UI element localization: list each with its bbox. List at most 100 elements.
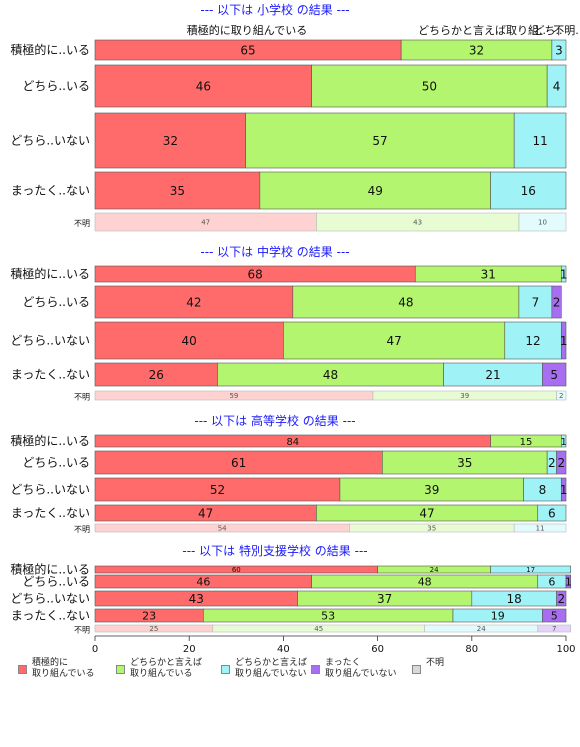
top-category-label: どち.. [534, 24, 563, 37]
row-label: どちら..いない [10, 134, 90, 148]
legend-swatch [221, 665, 230, 674]
bar-segment [245, 112, 515, 169]
data-label: 2 [548, 456, 556, 470]
data-label: 24 [430, 566, 439, 574]
legend-swatch [18, 665, 27, 674]
bar-segment [560, 265, 567, 283]
data-label: 15 [520, 437, 533, 448]
data-label: 32 [469, 44, 484, 58]
row-label: どちら..いない [10, 592, 90, 606]
data-label: 26 [149, 368, 164, 382]
data-label: 61 [231, 456, 246, 470]
data-label: 7 [532, 296, 540, 310]
bar-segment [560, 434, 567, 448]
row-label: どちら..いない [10, 483, 90, 497]
data-label: 84 [286, 437, 299, 448]
data-label: 37 [377, 592, 392, 606]
data-label: 46 [196, 576, 210, 589]
data-label: 48 [323, 368, 338, 382]
legend-swatch [311, 665, 320, 674]
data-label: 35 [457, 456, 472, 470]
data-label: 5 [551, 610, 558, 623]
data-label: 17 [526, 566, 535, 574]
row-label: どちら..いる [22, 456, 90, 470]
top-category-label: どちらかと言えば取り組.. [418, 24, 546, 37]
bar-segment [94, 112, 247, 169]
data-label: 43 [189, 592, 204, 606]
row-label: どちら..いない [10, 334, 90, 348]
row-label: 不明 [74, 393, 90, 402]
data-label: 31 [481, 268, 496, 282]
data-label: 39 [460, 392, 469, 400]
row-label: どちら..いる [22, 295, 90, 309]
data-label: 24 [477, 625, 486, 633]
bar-segment [490, 171, 567, 210]
data-label: 16 [521, 184, 536, 198]
data-label: 47 [198, 507, 213, 521]
legend-label: どちらかと言えば 取り組んでいない [235, 658, 308, 679]
panel-title: --- 以下は 小学校 の結果 --- [200, 2, 349, 17]
data-label: 2 [553, 296, 561, 310]
x-tick-label: 100 [556, 644, 575, 655]
data-label: 12 [525, 334, 540, 348]
panel-title: --- 以下は 中学校 の結果 --- [200, 244, 349, 259]
panel-title: --- 以下は 高等学校 の結果 --- [194, 413, 355, 428]
data-label: 42 [186, 296, 201, 310]
row-label: 不明 [74, 626, 90, 635]
row-label: 不明 [74, 525, 90, 534]
bar-segment [311, 64, 548, 108]
bar-segment [537, 624, 572, 633]
bar-segment [94, 64, 312, 108]
data-label: 47 [386, 334, 401, 348]
legend-label: 不明 [426, 658, 445, 668]
bar-segment [518, 212, 567, 232]
panel-title: --- 以下は 特別支援学校 の結果 --- [182, 543, 367, 558]
data-label: 47 [419, 507, 434, 521]
data-label: 2 [559, 392, 563, 400]
bar-segment [556, 450, 567, 475]
data-label: 5 [550, 368, 558, 382]
data-label: 50 [422, 80, 437, 94]
x-tick-label: 40 [277, 644, 290, 655]
data-label: 48 [398, 296, 413, 310]
data-label: 4 [553, 80, 561, 94]
bar-segment [94, 285, 294, 319]
data-label: 54 [218, 525, 227, 533]
bar-segment [560, 321, 567, 360]
row-label: まったく..ない [11, 609, 90, 623]
bar-segment [556, 590, 567, 607]
row-label: 不明 [74, 219, 90, 228]
bar-segment [513, 112, 567, 169]
row-label: 積極的に..いる [10, 562, 90, 577]
bar-segment [518, 285, 553, 319]
bar-segment [490, 565, 572, 574]
bar-segment [542, 608, 567, 623]
bar-segment [537, 504, 567, 522]
row-label: まったく..ない [11, 506, 90, 520]
data-label: 53 [321, 610, 335, 623]
data-label: 21 [485, 368, 500, 382]
legend-label: 積極的に 取り組んでいる [32, 658, 95, 679]
data-label: 10 [538, 219, 547, 227]
data-label: 7 [552, 625, 556, 633]
bar-segment [94, 321, 284, 360]
bar-segment [551, 39, 567, 61]
data-label: 25 [149, 625, 158, 633]
data-label: 52 [210, 483, 225, 497]
data-label: 2 [557, 456, 565, 470]
data-label: 35 [170, 184, 185, 198]
data-label: 46 [196, 80, 211, 94]
row-label: 積極的に..いる [10, 266, 90, 281]
legend-label: まったく 取り組んでいない [325, 658, 397, 679]
x-tick-label: 60 [371, 644, 384, 655]
data-label: 65 [240, 44, 255, 58]
data-label: 11 [536, 525, 545, 533]
data-label: 2 [557, 592, 565, 606]
data-label: 49 [368, 184, 383, 198]
data-label: 6 [548, 576, 555, 589]
legend-swatch [116, 665, 125, 674]
data-label: 3 [555, 44, 563, 58]
data-label: 23 [142, 610, 156, 623]
data-label: 19 [491, 610, 505, 623]
top-category-label: 不明. [553, 24, 579, 37]
